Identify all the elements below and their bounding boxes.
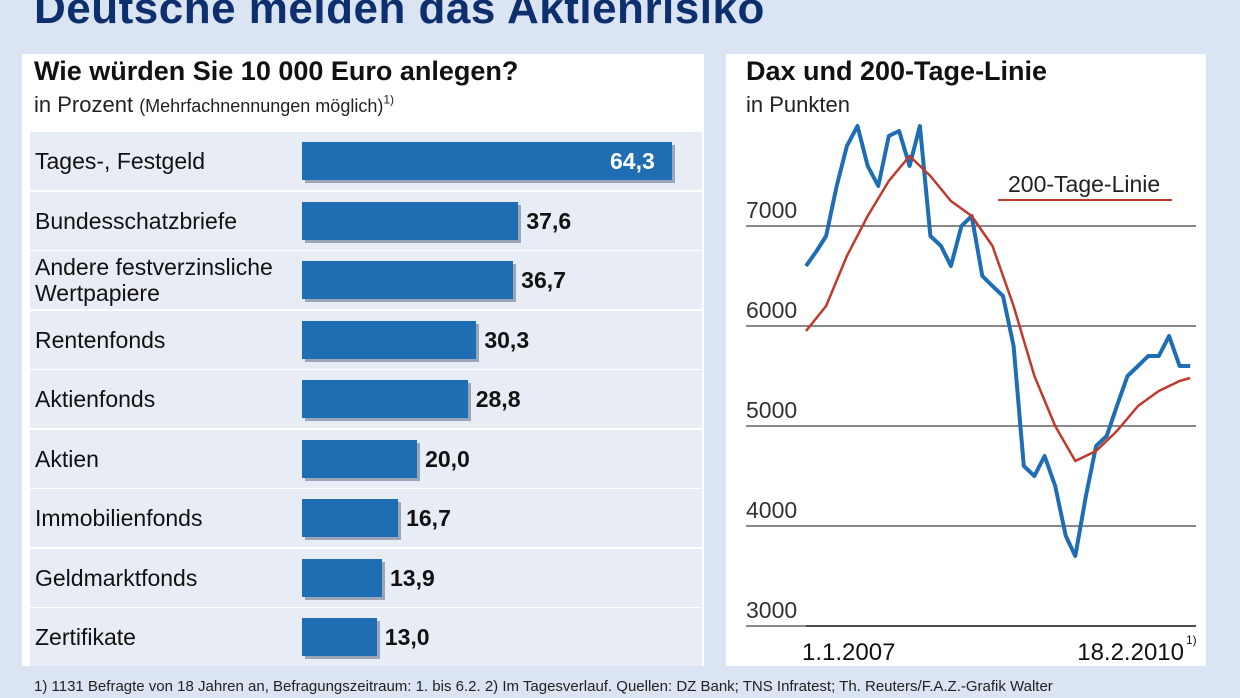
bar-row: Aktienfonds 28,8 xyxy=(30,370,702,428)
ma200-series-line xyxy=(805,154,1191,463)
bar xyxy=(302,142,672,180)
bar-value-label: 16,7 xyxy=(406,505,451,531)
bar-chart-unit: in Prozent (Mehrfachnennungen möglich)1) xyxy=(34,92,394,118)
bar-chart-unit-note: (Mehrfachnennungen möglich) xyxy=(139,96,384,116)
bar-category-label-line: Andere festverzinsliche xyxy=(35,254,273,280)
bar-chart-title: Wie würden Sie 10 000 Euro anlegen? xyxy=(34,56,519,86)
x-tick-label-start: 1.1.2007 xyxy=(802,639,895,666)
bar-row: Andere festverzinsliche Wertpapiere 36,7 xyxy=(30,251,702,309)
bar-value-label: 28,8 xyxy=(475,386,521,412)
bar-value-label: 36,7 xyxy=(521,267,566,293)
main-title: Deutsche meiden das Aktienrisiko xyxy=(34,0,765,33)
bar-category-label-line: Zertifikate xyxy=(35,624,136,650)
dax-series-line xyxy=(804,124,1191,558)
y-tick-label: 3000 xyxy=(746,597,797,623)
bar-category-label-line: Aktien xyxy=(35,445,99,472)
bar-category-label-line: Tages-, Festgeld xyxy=(35,148,206,174)
bar-row: Aktien 20,0 xyxy=(30,429,702,488)
bar xyxy=(302,499,399,537)
bar-category-label-line: Immobilienfonds xyxy=(35,505,203,531)
bar-category-label: Tages-, Festgeld xyxy=(35,148,205,174)
bar xyxy=(302,201,519,240)
bar-category-label: Immobilienfonds xyxy=(35,505,202,531)
x-tick-label-end: 18.2.2010 xyxy=(1077,639,1184,666)
bar-category-label: Bundesschatzbriefe xyxy=(35,208,237,234)
bar-row: Rentenfonds 30,3 xyxy=(30,310,702,369)
bar-row: Bundesschatzbriefe 37,6 xyxy=(30,191,702,250)
bar xyxy=(302,261,514,299)
bar-value-label: 30,3 xyxy=(484,326,530,353)
bar-row: Zertifikate 13,0 xyxy=(30,608,702,666)
x-end-footnote-marker: 1) xyxy=(1186,633,1197,647)
y-tick-label: 7000 xyxy=(746,197,797,223)
y-tick-label: 5000 xyxy=(746,397,797,423)
bar-value-label: 20,0 xyxy=(425,445,470,472)
bar-category-label: Rentenfonds xyxy=(35,327,165,353)
y-tick-label: 6000 xyxy=(746,297,797,323)
bar xyxy=(302,618,377,656)
bar-category-label: Aktien xyxy=(35,446,99,472)
line-chart-title: Dax und 200-Tage-Linie xyxy=(746,56,1048,86)
bar-row: Immobilienfonds 16,7 xyxy=(30,489,702,547)
bar xyxy=(302,380,468,418)
bar-chart-unit-text: in Prozent xyxy=(34,92,134,117)
dax-line-chart: 3000 4000 5000 6000 7000 200-Tage-Linie 1.1.20… xyxy=(746,124,1197,666)
bar-value-label: 13,9 xyxy=(389,564,435,591)
bar-value-label: 64,3 xyxy=(610,148,655,174)
bar-value-label: 13,0 xyxy=(384,624,430,650)
bar-category-label: Aktienfonds xyxy=(35,386,155,412)
bar-category-label-line: Geldmarktfonds xyxy=(35,564,198,591)
footnote: 1) 1131 Befragte von 18 Jahren an, Befra… xyxy=(34,678,1053,695)
bar-category-label: Andere festverzinsliche Wertpapiere xyxy=(35,254,273,306)
line-chart-panel: Dax und 200-Tage-Linie in Punkten 3000 40… xyxy=(726,54,1206,666)
bar xyxy=(302,558,382,597)
bar-category-label-line: Wertpapiere xyxy=(35,280,160,306)
bar-category-label: Zertifikate xyxy=(35,624,136,650)
line-chart-unit: in Punkten xyxy=(746,92,850,117)
bar-category-label-line: Aktienfonds xyxy=(35,386,156,412)
y-tick-label: 4000 xyxy=(746,497,797,523)
bar-category-label-line: Bundesschatzbriefe xyxy=(35,207,238,234)
bar-row: Tages-, Festgeld 64,3 xyxy=(30,132,702,190)
bar-chart-unit-footnote: 1) xyxy=(383,92,395,107)
bar-chart-panel: Wie würden Sie 10 000 Euro anlegen? in P… xyxy=(22,54,704,666)
bar-row: Geldmarktfonds 13,9 xyxy=(30,548,702,607)
bar-category-label: Geldmarktfonds xyxy=(35,565,197,591)
bar xyxy=(302,320,477,359)
bar-category-label-line: Rentenfonds xyxy=(35,326,166,353)
ma200-label: 200-Tage-Linie xyxy=(1008,171,1160,197)
bar xyxy=(302,439,418,478)
bar-value-label: 37,6 xyxy=(526,207,572,234)
